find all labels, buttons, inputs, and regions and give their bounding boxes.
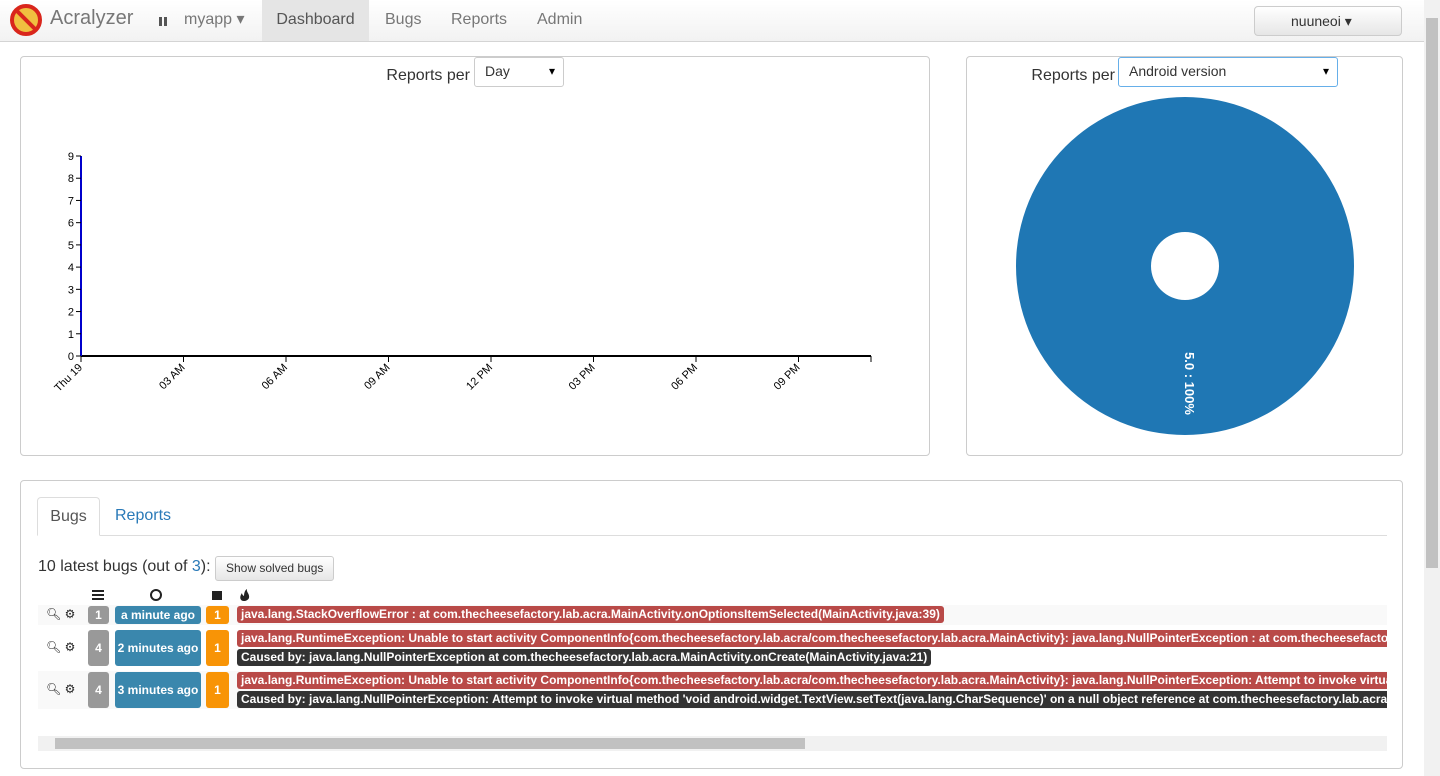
nav-item[interactable]: Bugs	[385, 11, 422, 28]
pie-chart-panel: Reports per Android version 5.0 : 100%	[966, 56, 1403, 456]
bug-row: 🔍︎ ⚙︎ 4 3 minutes ago 1 java.lang.RuntimeExc…	[38, 671, 1387, 709]
x-tick-label: 03 PM	[567, 362, 598, 393]
version-badge: 1	[206, 672, 229, 708]
x-tick-label: 06 PM	[669, 362, 700, 393]
navbar: Acralyzer myapp ▾ Dashboard Bugs Reports…	[0, 0, 1424, 42]
column-icons	[92, 589, 250, 601]
h-scrollbar[interactable]	[38, 736, 1387, 751]
bug-row: 🔍︎ ⚙︎ 1 a minute ago 1 java.lang.StackOverfl…	[38, 605, 1387, 625]
time-badge: a minute ago	[115, 606, 201, 624]
bugs-table: 🔍︎ ⚙︎ 1 a minute ago 1 java.lang.StackOverfl…	[38, 605, 1387, 715]
count-badge: 4	[88, 672, 109, 708]
x-tick-label: 06 AM	[260, 362, 291, 393]
y-tick-label: 6	[68, 218, 74, 230]
error-message: java.lang.StackOverflowError : at com.th…	[237, 606, 944, 623]
pie-chart: 5.0 : 100%	[1016, 97, 1354, 435]
count-badge: 1	[88, 606, 109, 624]
v-scrollbar[interactable]	[1424, 0, 1440, 776]
x-tick-label: Thu 19	[52, 362, 85, 395]
y-tick-label: 5	[68, 240, 74, 252]
bugs-panel: Bugs Reports 10 latest bugs (out of 3): …	[20, 480, 1403, 769]
nav-item[interactable]: Dashboard	[262, 0, 369, 41]
slice-label: 5.0 : 100%	[1182, 352, 1197, 415]
pie-slice	[1016, 97, 1354, 435]
x-tick-label: 03 AM	[157, 362, 188, 393]
tab[interactable]: Reports	[115, 507, 172, 524]
y-tick-label: 7	[68, 195, 74, 207]
tab[interactable]: Bugs	[37, 497, 100, 536]
summary-text: ):	[200, 558, 211, 575]
cause-message: Caused by: java.lang.NullPointerExceptio…	[237, 649, 932, 666]
nav-item[interactable]: Reports	[451, 11, 508, 28]
y-tick-label: 1	[68, 329, 74, 341]
show-solved-button[interactable]: Show solved bugs	[215, 556, 335, 581]
scroll-thumb[interactable]	[55, 738, 805, 749]
x-tick-label: 09 AM	[362, 362, 393, 393]
summary-text: 10 latest bugs (out of	[38, 558, 192, 575]
app-name: myapp	[184, 11, 233, 28]
version-badge: 1	[206, 606, 229, 624]
user-menu[interactable]: nuuneoi ▾	[1254, 6, 1402, 36]
y-tick-label: 4	[68, 262, 74, 274]
row-actions: 🔍︎ ⚙︎	[46, 607, 76, 621]
group-select[interactable]: Android version	[1118, 57, 1338, 87]
error-message: java.lang.RuntimeException: Unable to st…	[237, 630, 1387, 647]
x-tick-label: 12 PM	[464, 362, 495, 393]
app-icon	[159, 17, 167, 26]
y-tick-label: 0	[68, 351, 74, 363]
app-menu[interactable]: myapp ▾	[184, 11, 245, 28]
logo	[10, 4, 42, 36]
time-chart: 0 1 2 3 4 5 6 7 8 9 Thu 19 03 AM 06 AM 09 AM 12 PM 03 P…	[52, 151, 872, 395]
error-message: java.lang.RuntimeException: Unable to st…	[237, 672, 1387, 689]
row-actions: 🔍︎ ⚙︎	[46, 682, 76, 696]
chart-label: Reports per	[1031, 67, 1115, 84]
y-tick-label: 3	[68, 284, 74, 296]
y-tick-label: 9	[68, 151, 74, 163]
user-name: nuuneoi	[1291, 13, 1341, 29]
bug-row: 🔍︎ ⚙︎ 4 2 minutes ago 1 java.lang.RuntimeExc…	[38, 629, 1387, 667]
version-badge: 1	[206, 630, 229, 666]
time-badge: 2 minutes ago	[115, 630, 201, 666]
scroll-thumb[interactable]	[1426, 18, 1438, 568]
tab-line	[37, 535, 1387, 536]
row-actions: 🔍︎ ⚙︎	[46, 640, 76, 654]
time-badge: 3 minutes ago	[115, 672, 201, 708]
nav-item[interactable]: Admin	[537, 11, 583, 28]
y-tick-label: 2	[68, 307, 74, 319]
brand[interactable]: Acralyzer	[50, 7, 134, 29]
y-tick-label: 8	[68, 173, 74, 185]
time-chart-panel: Reports per Day 0 1 2 3 4 5 6 7 8 9 Thu 19 03 AM 06 …	[20, 56, 930, 456]
period-select[interactable]: Day	[474, 57, 564, 87]
total-link[interactable]: 3	[191, 558, 201, 575]
bugs-summary: 10 latest bugs (out of 3):	[38, 558, 211, 576]
chart-label: Reports per	[386, 67, 470, 84]
count-badge: 4	[88, 630, 109, 666]
cause-message: Caused by: java.lang.NullPointerExceptio…	[237, 691, 1387, 708]
x-tick-label: 09 PM	[772, 362, 803, 393]
